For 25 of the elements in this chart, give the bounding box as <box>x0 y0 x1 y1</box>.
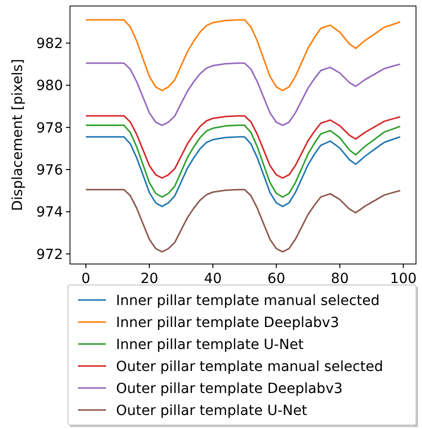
line-series <box>85 62 401 126</box>
y-tick-label: 972 <box>36 246 63 263</box>
line-series <box>85 19 401 92</box>
legend-label: Outer pillar template Deeplabv3 <box>116 380 343 397</box>
y-axis-title: Displacement [pixels] <box>10 58 26 212</box>
x-tick-label: 40 <box>204 271 222 287</box>
line-series <box>85 136 401 208</box>
line-series <box>85 188 401 253</box>
y-tick-label: 974 <box>36 204 64 221</box>
legend-label: Outer pillar template U-Net <box>116 402 308 419</box>
y-tick-label: 980 <box>36 78 63 94</box>
line-series <box>85 124 401 198</box>
legend-label: Inner pillar template U-Net <box>116 336 304 353</box>
legend-label: Outer pillar template manual selected <box>116 358 384 375</box>
y-tick-label: 976 <box>36 162 64 178</box>
legend-label: Inner pillar template Deeplabv3 <box>116 314 340 331</box>
legend-label: Inner pillar template manual selected <box>116 292 380 309</box>
line-series <box>85 115 401 179</box>
x-tick-label: 20 <box>140 271 158 287</box>
y-tick-label: 982 <box>36 36 63 52</box>
x-tick-label: 80 <box>330 271 349 287</box>
y-tick-label: 978 <box>36 120 63 136</box>
x-tick-label: 60 <box>267 271 286 287</box>
x-tick-label: 100 <box>390 271 417 287</box>
x-tick-label: 0 <box>81 271 90 287</box>
